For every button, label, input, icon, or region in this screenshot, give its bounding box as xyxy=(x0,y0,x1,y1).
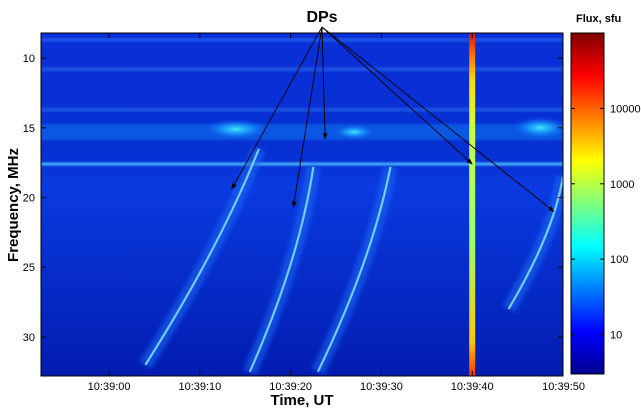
annotation-arrow xyxy=(321,26,555,212)
colorbar-gradient xyxy=(570,32,605,375)
colorbar-tick-label: 1000 xyxy=(610,179,634,191)
colorbar-tick-label: 10000 xyxy=(610,103,641,115)
y-axis: 10 15 20 25 30 xyxy=(23,53,563,344)
annotation-arrow xyxy=(291,26,323,208)
dps-label: DPs xyxy=(306,9,337,26)
x-tick-label: 10:39:30 xyxy=(360,381,403,393)
emission-blob xyxy=(331,123,377,140)
x-tick-label: 10:39:40 xyxy=(451,381,494,393)
x-tick-label: 10:39:00 xyxy=(88,381,131,393)
x-tick-label: 10:39:50 xyxy=(542,381,585,393)
emission-band xyxy=(41,162,563,166)
x-axis: 10:39:00 10:39:10 10:39:20 10:39:30 10:39:40… xyxy=(88,33,585,393)
dps-annotation: DPs xyxy=(231,9,555,212)
colorbar-tick-label: 10 xyxy=(610,330,622,342)
annotation-arrow xyxy=(231,26,323,190)
x-tick-label: 10:39:20 xyxy=(269,381,312,393)
burst-spike xyxy=(469,33,476,376)
colorbar-title: Flux, sfu xyxy=(576,13,621,25)
colorbar: Flux, sfu 10 100 1000 10000 xyxy=(570,13,641,375)
x-axis-label: Time, UT xyxy=(270,392,333,409)
y-tick-label: 10 xyxy=(23,53,35,65)
drifting-burst xyxy=(144,148,260,366)
emission-band xyxy=(41,67,563,72)
annotation-arrow xyxy=(321,26,328,140)
emission-blob xyxy=(510,115,563,140)
colorbar-tick-label: 100 xyxy=(610,254,628,266)
drifting-burst xyxy=(507,176,563,310)
emission-band xyxy=(41,107,563,112)
y-tick-label: 15 xyxy=(23,123,35,135)
emission-blob xyxy=(201,118,272,141)
emission-band xyxy=(41,123,563,140)
y-tick-label: 25 xyxy=(23,262,35,274)
spectrogram-heatmap xyxy=(41,33,563,376)
x-tick-label: 10:39:10 xyxy=(178,381,221,393)
drifting-burst xyxy=(248,166,315,373)
annotation-arrow xyxy=(321,26,473,165)
drifting-burst xyxy=(316,166,392,373)
y-tick-label: 20 xyxy=(23,193,35,205)
plot-frame xyxy=(40,32,564,377)
emission-band xyxy=(41,37,563,42)
y-tick-label: 30 xyxy=(23,332,35,344)
y-axis-label: Frequency, MHz xyxy=(5,148,22,262)
